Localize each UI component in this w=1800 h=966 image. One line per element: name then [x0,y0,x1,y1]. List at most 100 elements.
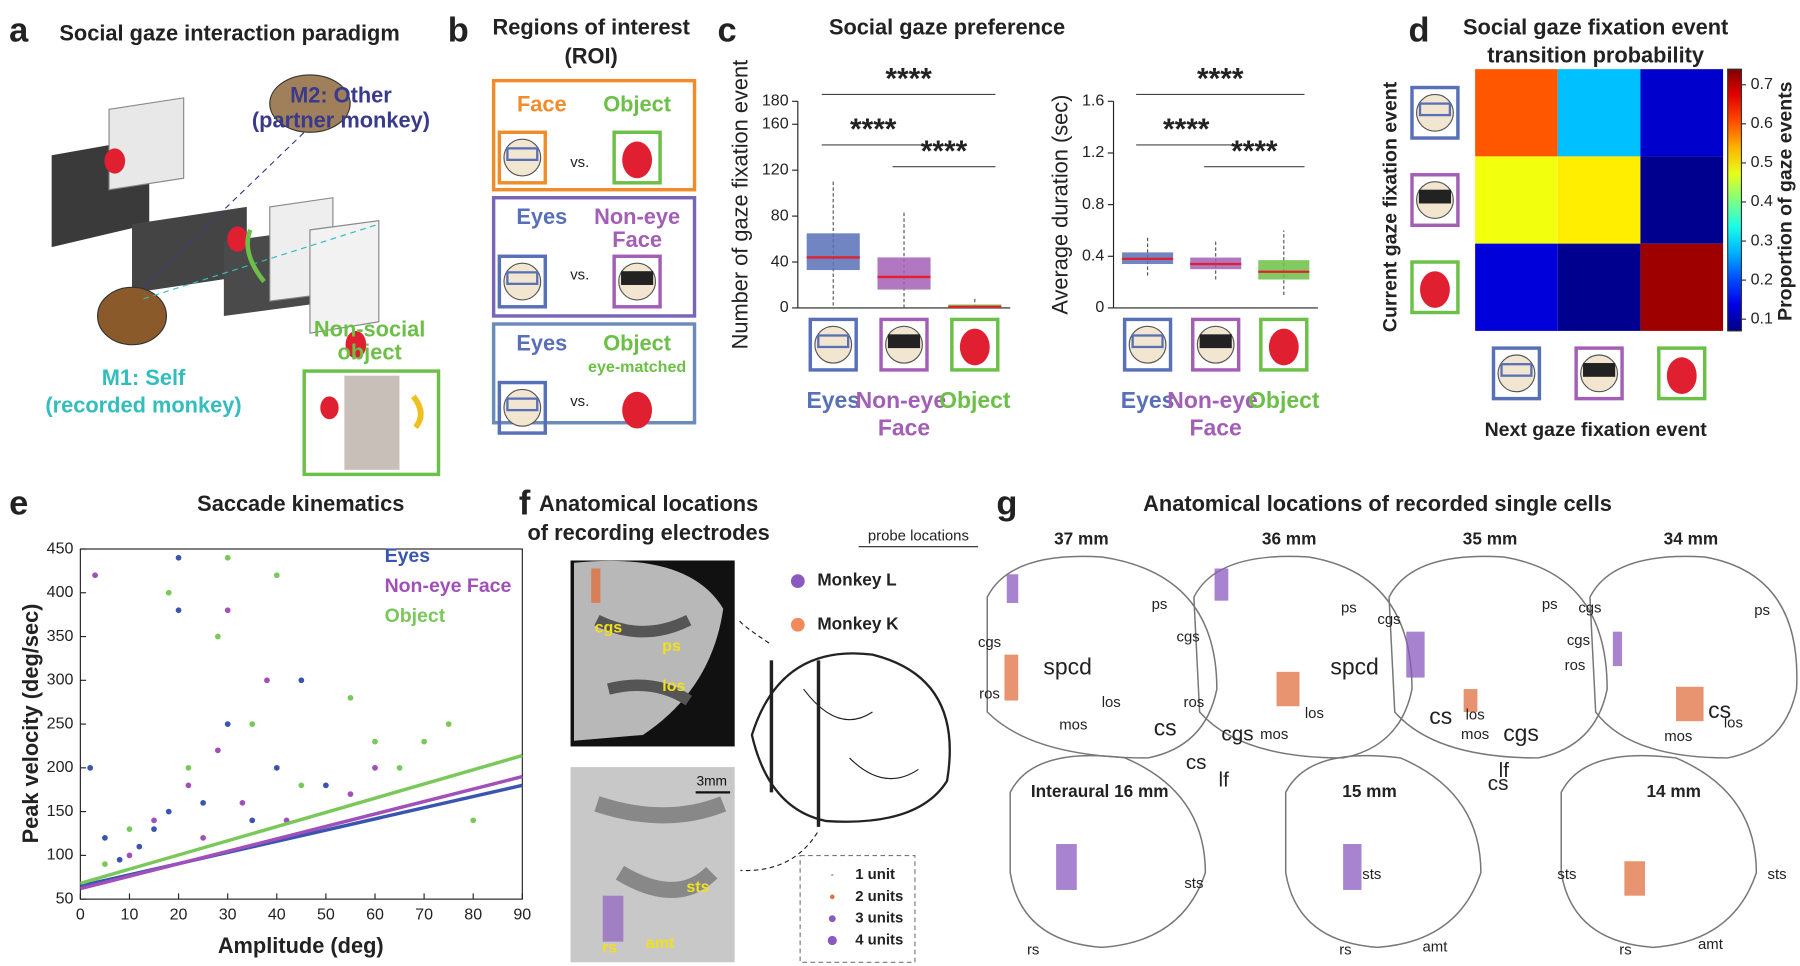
sulcus-label: ps [1341,600,1357,617]
sulcus-label: ros [1565,657,1586,674]
label: vs. [570,267,589,284]
icon-frame [1259,317,1309,372]
sulcus-label: mos [1664,728,1692,745]
icon-eyes [506,397,539,412]
icon-face [1497,354,1536,393]
sulcus-label: ps [1542,596,1558,613]
point [126,852,133,859]
point [175,554,182,561]
label: 1 unit [855,866,895,883]
point [102,861,108,867]
sulcus-label: spcd [1043,653,1091,679]
icon-eyes [1418,189,1452,204]
point [298,677,305,684]
point [200,799,206,806]
y-tick-label: 0 [1095,298,1104,316]
icon-object [1268,328,1299,366]
sulcus-label: cgs [1567,632,1590,649]
label: Object [603,92,671,117]
y-axis-label: Number of gaze fixation event [727,60,752,350]
label: Interaural 16 mm [1031,781,1169,801]
icon-face [814,325,853,364]
icon-frame [1657,346,1707,401]
point [165,589,172,596]
box [877,257,931,290]
point [185,764,192,771]
icon-face [1416,93,1454,132]
box [806,233,860,271]
point [298,782,305,789]
point [224,554,231,561]
fit-line [79,753,523,886]
sulcus-label: los [1724,714,1743,731]
label: M1: Self [102,365,186,390]
unit-dot [827,935,837,946]
sulcus-label: mos [1461,726,1489,743]
icon-face [503,138,542,177]
point [214,633,221,640]
x-tick-label: 20 [170,905,188,923]
label: 4 units [855,931,903,948]
icon-frame [950,317,1000,372]
point [396,764,403,771]
sulcus-label: amt [1423,938,1449,955]
label: Eyes [516,204,567,229]
label: eye-matched [588,358,686,376]
sulcus-label: spcd [1330,653,1378,679]
point [102,834,108,841]
sulcus-label: cgs [1177,628,1200,645]
label: amt [646,934,675,952]
x-axis-label: Next gaze fixation event [1485,419,1708,441]
point [239,799,246,806]
label: sts [686,878,709,896]
fit-line [79,774,523,891]
heatmap-cell [1475,156,1558,244]
icon-eyes [621,271,654,285]
sulcus-label: cgs [978,634,1001,651]
icon-frame [1410,85,1460,140]
point [264,677,270,684]
label: 2 units [855,888,903,905]
x-axis-label: Amplitude (deg) [218,933,384,958]
icon-eyes [887,334,921,349]
icon-frame [612,130,662,185]
sulcus-label: sts [1768,866,1787,883]
y-tick-label: 100 [47,846,74,864]
sulcus-label: lf [1499,759,1510,782]
label: transition probability [1487,42,1704,67]
sulcus-label: los [1466,706,1485,723]
label: Face [517,92,567,117]
point [116,856,123,863]
unit-dot [831,873,834,877]
x-tick-label: 70 [415,905,433,923]
sulcus-label: sts [1362,866,1381,883]
point [175,607,182,614]
cell-clusters [1004,568,1704,896]
colorbar-tick-label: 0.6 [1751,114,1773,132]
icon-frame [1191,317,1241,372]
x-tick-label: 0 [76,905,85,923]
label: 15 mm [1342,781,1397,801]
label: Social gaze preference [829,15,1065,40]
sulcus-label: cgs [1578,600,1601,617]
label: 14 mm [1646,781,1701,801]
legend-title: probe locations [868,527,969,544]
significance: **** [1163,113,1210,146]
icon-frame [1491,346,1542,401]
x-tick-label: Object [1248,387,1320,413]
y-tick-label: 50 [56,889,74,907]
y-tick-label: 150 [47,802,74,820]
point [151,826,157,832]
label: Regions of interest [492,15,689,40]
icon-object [1666,357,1697,395]
panel-letter: g [996,484,1017,522]
sulcus-label: cgs [1221,722,1253,745]
significance: **** [850,113,897,146]
panel-letter: d [1409,12,1430,50]
label: los [662,677,685,695]
y-tick-label: 0.8 [1082,195,1104,213]
label: Anatomical locations [539,491,758,516]
label: M2: Other [290,82,392,107]
